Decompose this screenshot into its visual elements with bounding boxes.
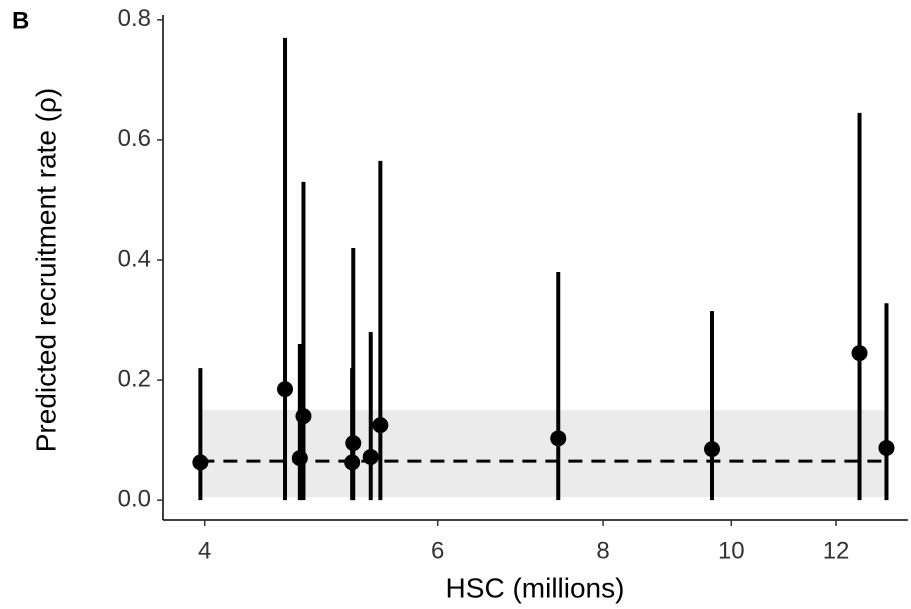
point xyxy=(345,435,362,452)
point xyxy=(291,450,308,467)
point xyxy=(344,454,361,471)
y-tick-label: 0.8 xyxy=(118,5,151,32)
confidence-band xyxy=(200,410,887,498)
point xyxy=(295,408,312,425)
x-tick-label: 6 xyxy=(431,537,444,564)
point xyxy=(704,441,721,458)
point xyxy=(277,381,294,398)
x-axis-title: HSC (millions) xyxy=(446,572,625,603)
y-axis-title: Predicted recruitment rate (ρ) xyxy=(30,88,61,453)
x-tick-label: 10 xyxy=(718,537,745,564)
point xyxy=(372,417,389,434)
point xyxy=(878,439,895,456)
point xyxy=(192,454,209,471)
x-tick-label: 4 xyxy=(198,537,211,564)
point xyxy=(362,448,379,465)
y-tick-label: 0.0 xyxy=(118,486,151,513)
x-tick-label: 12 xyxy=(823,537,850,564)
point xyxy=(851,345,868,362)
x-tick-label: 8 xyxy=(596,537,609,564)
y-tick-label: 0.4 xyxy=(118,245,151,272)
y-tick-label: 0.6 xyxy=(118,125,151,152)
panel-label: B xyxy=(12,7,29,34)
point xyxy=(550,430,567,447)
y-tick-label: 0.2 xyxy=(118,365,151,392)
